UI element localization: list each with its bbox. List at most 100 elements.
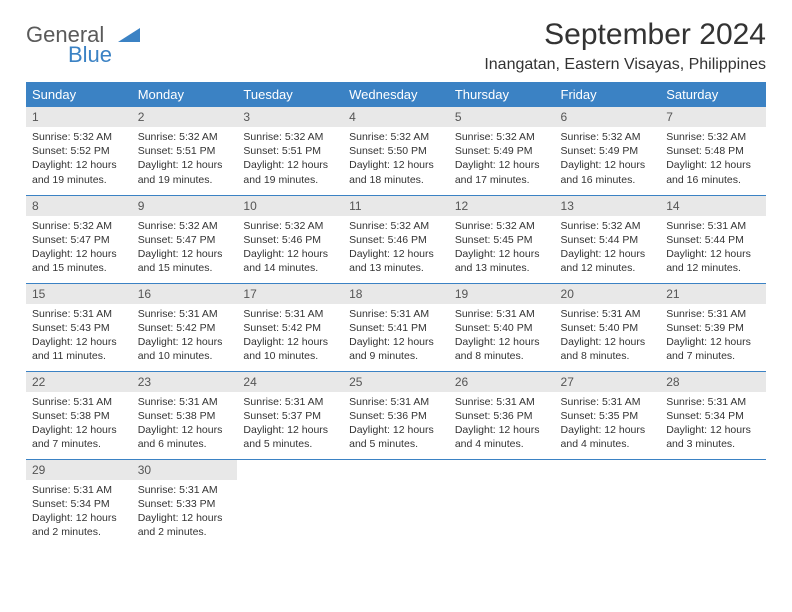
day-details: Sunrise: 5:31 AMSunset: 5:44 PMDaylight:… — [660, 216, 766, 280]
sunset-text: Sunset: 5:35 PM — [561, 409, 655, 423]
sunrise-text: Sunrise: 5:31 AM — [349, 395, 443, 409]
month-title: September 2024 — [484, 18, 766, 52]
sunset-text: Sunset: 5:52 PM — [32, 144, 126, 158]
sunset-text: Sunset: 5:44 PM — [561, 233, 655, 247]
sunset-text: Sunset: 5:43 PM — [32, 321, 126, 335]
calendar-cell: 19Sunrise: 5:31 AMSunset: 5:40 PMDayligh… — [449, 283, 555, 371]
sunrise-text: Sunrise: 5:31 AM — [243, 395, 337, 409]
calendar-cell: 27Sunrise: 5:31 AMSunset: 5:35 PMDayligh… — [555, 371, 661, 459]
calendar-cell: 6Sunrise: 5:32 AMSunset: 5:49 PMDaylight… — [555, 107, 661, 195]
daylight-text: Daylight: 12 hours and 17 minutes. — [455, 158, 549, 186]
sunset-text: Sunset: 5:49 PM — [455, 144, 549, 158]
sunset-text: Sunset: 5:42 PM — [138, 321, 232, 335]
brand-triangle-icon — [118, 26, 142, 44]
brand-text: General Blue — [26, 24, 112, 66]
day-details: Sunrise: 5:31 AMSunset: 5:36 PMDaylight:… — [449, 392, 555, 456]
day-details: Sunrise: 5:31 AMSunset: 5:42 PMDaylight:… — [132, 304, 238, 368]
calendar-cell: 15Sunrise: 5:31 AMSunset: 5:43 PMDayligh… — [26, 283, 132, 371]
day-details: Sunrise: 5:31 AMSunset: 5:40 PMDaylight:… — [449, 304, 555, 368]
weekday-header: Monday — [132, 82, 238, 107]
sunset-text: Sunset: 5:50 PM — [349, 144, 443, 158]
calendar-cell: 12Sunrise: 5:32 AMSunset: 5:45 PMDayligh… — [449, 195, 555, 283]
daylight-text: Daylight: 12 hours and 9 minutes. — [349, 335, 443, 363]
day-details: Sunrise: 5:31 AMSunset: 5:42 PMDaylight:… — [237, 304, 343, 368]
daylight-text: Daylight: 12 hours and 5 minutes. — [243, 423, 337, 451]
sunrise-text: Sunrise: 5:32 AM — [243, 130, 337, 144]
day-number: 9 — [132, 196, 238, 216]
sunset-text: Sunset: 5:34 PM — [32, 497, 126, 511]
sunrise-text: Sunrise: 5:31 AM — [243, 307, 337, 321]
day-details: Sunrise: 5:32 AMSunset: 5:51 PMDaylight:… — [237, 127, 343, 191]
day-number: 7 — [660, 107, 766, 127]
day-number: 16 — [132, 284, 238, 304]
day-details: Sunrise: 5:31 AMSunset: 5:34 PMDaylight:… — [660, 392, 766, 456]
sunset-text: Sunset: 5:47 PM — [138, 233, 232, 247]
weekday-header-row: Sunday Monday Tuesday Wednesday Thursday… — [26, 82, 766, 107]
weekday-header: Thursday — [449, 82, 555, 107]
daylight-text: Daylight: 12 hours and 7 minutes. — [32, 423, 126, 451]
sunset-text: Sunset: 5:40 PM — [561, 321, 655, 335]
sunrise-text: Sunrise: 5:32 AM — [561, 219, 655, 233]
sunrise-text: Sunrise: 5:31 AM — [455, 395, 549, 409]
sunrise-text: Sunrise: 5:32 AM — [138, 219, 232, 233]
calendar-cell: 14Sunrise: 5:31 AMSunset: 5:44 PMDayligh… — [660, 195, 766, 283]
daylight-text: Daylight: 12 hours and 19 minutes. — [32, 158, 126, 186]
day-details: Sunrise: 5:31 AMSunset: 5:37 PMDaylight:… — [237, 392, 343, 456]
day-number: 1 — [26, 107, 132, 127]
calendar-cell: 21Sunrise: 5:31 AMSunset: 5:39 PMDayligh… — [660, 283, 766, 371]
sunset-text: Sunset: 5:51 PM — [243, 144, 337, 158]
daylight-text: Daylight: 12 hours and 15 minutes. — [32, 247, 126, 275]
calendar-cell — [449, 459, 555, 547]
calendar-cell — [555, 459, 661, 547]
sunset-text: Sunset: 5:45 PM — [455, 233, 549, 247]
day-number: 24 — [237, 372, 343, 392]
day-number: 12 — [449, 196, 555, 216]
calendar-cell: 10Sunrise: 5:32 AMSunset: 5:46 PMDayligh… — [237, 195, 343, 283]
day-details: Sunrise: 5:31 AMSunset: 5:38 PMDaylight:… — [132, 392, 238, 456]
day-number: 14 — [660, 196, 766, 216]
day-number: 10 — [237, 196, 343, 216]
day-details: Sunrise: 5:32 AMSunset: 5:51 PMDaylight:… — [132, 127, 238, 191]
sunset-text: Sunset: 5:37 PM — [243, 409, 337, 423]
weekday-header: Wednesday — [343, 82, 449, 107]
sunset-text: Sunset: 5:41 PM — [349, 321, 443, 335]
sunrise-text: Sunrise: 5:31 AM — [138, 483, 232, 497]
sunset-text: Sunset: 5:38 PM — [32, 409, 126, 423]
calendar-cell: 23Sunrise: 5:31 AMSunset: 5:38 PMDayligh… — [132, 371, 238, 459]
day-number: 25 — [343, 372, 449, 392]
calendar-cell: 18Sunrise: 5:31 AMSunset: 5:41 PMDayligh… — [343, 283, 449, 371]
day-details: Sunrise: 5:31 AMSunset: 5:40 PMDaylight:… — [555, 304, 661, 368]
day-details: Sunrise: 5:32 AMSunset: 5:47 PMDaylight:… — [132, 216, 238, 280]
day-details: Sunrise: 5:31 AMSunset: 5:41 PMDaylight:… — [343, 304, 449, 368]
day-details: Sunrise: 5:31 AMSunset: 5:36 PMDaylight:… — [343, 392, 449, 456]
sunrise-text: Sunrise: 5:31 AM — [666, 395, 760, 409]
sunrise-text: Sunrise: 5:31 AM — [32, 483, 126, 497]
header: General Blue September 2024 Inangatan, E… — [26, 18, 766, 74]
sunrise-text: Sunrise: 5:31 AM — [455, 307, 549, 321]
day-number: 11 — [343, 196, 449, 216]
calendar-cell: 28Sunrise: 5:31 AMSunset: 5:34 PMDayligh… — [660, 371, 766, 459]
day-details: Sunrise: 5:32 AMSunset: 5:45 PMDaylight:… — [449, 216, 555, 280]
sunrise-text: Sunrise: 5:31 AM — [32, 395, 126, 409]
sunset-text: Sunset: 5:36 PM — [455, 409, 549, 423]
calendar-row: 29Sunrise: 5:31 AMSunset: 5:34 PMDayligh… — [26, 459, 766, 547]
daylight-text: Daylight: 12 hours and 12 minutes. — [561, 247, 655, 275]
calendar-cell — [237, 459, 343, 547]
daylight-text: Daylight: 12 hours and 14 minutes. — [243, 247, 337, 275]
daylight-text: Daylight: 12 hours and 16 minutes. — [561, 158, 655, 186]
day-number: 23 — [132, 372, 238, 392]
sunrise-text: Sunrise: 5:32 AM — [455, 219, 549, 233]
calendar-table: Sunday Monday Tuesday Wednesday Thursday… — [26, 82, 766, 547]
sunrise-text: Sunrise: 5:32 AM — [349, 219, 443, 233]
calendar-cell: 26Sunrise: 5:31 AMSunset: 5:36 PMDayligh… — [449, 371, 555, 459]
day-details: Sunrise: 5:32 AMSunset: 5:46 PMDaylight:… — [237, 216, 343, 280]
day-number: 30 — [132, 460, 238, 480]
calendar-cell — [660, 459, 766, 547]
calendar-cell: 9Sunrise: 5:32 AMSunset: 5:47 PMDaylight… — [132, 195, 238, 283]
calendar-cell: 1Sunrise: 5:32 AMSunset: 5:52 PMDaylight… — [26, 107, 132, 195]
location-text: Inangatan, Eastern Visayas, Philippines — [484, 56, 766, 74]
sunset-text: Sunset: 5:49 PM — [561, 144, 655, 158]
sunset-text: Sunset: 5:36 PM — [349, 409, 443, 423]
calendar-cell: 25Sunrise: 5:31 AMSunset: 5:36 PMDayligh… — [343, 371, 449, 459]
calendar-cell: 30Sunrise: 5:31 AMSunset: 5:33 PMDayligh… — [132, 459, 238, 547]
